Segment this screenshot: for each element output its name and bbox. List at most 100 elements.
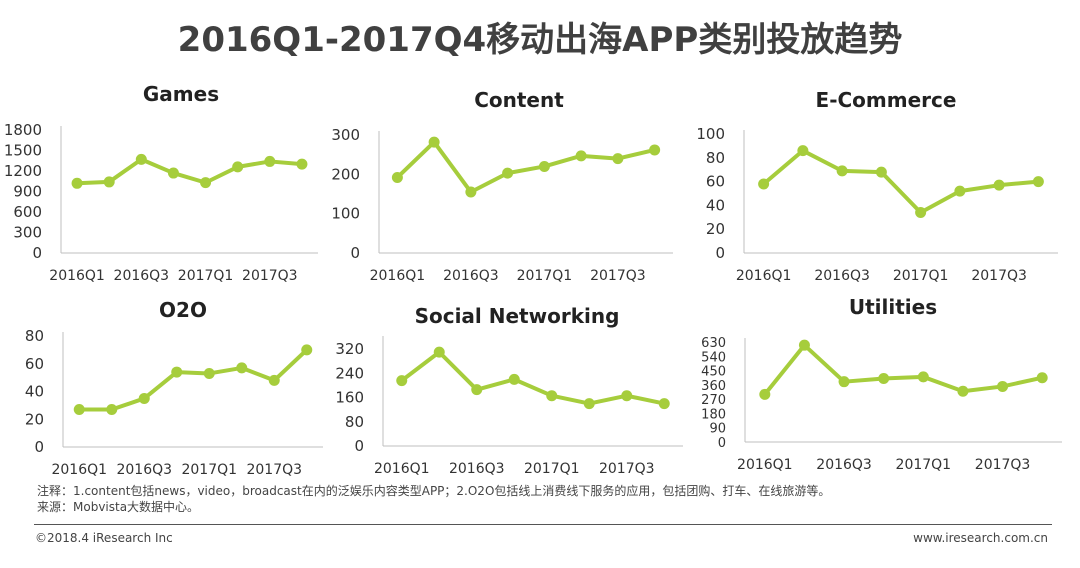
content-y-tick-label: 100 bbox=[331, 205, 360, 223]
website-text: www.iresearch.com.cn bbox=[913, 531, 1048, 545]
utilities-data-point bbox=[759, 388, 771, 400]
utilities-data-point bbox=[838, 376, 850, 388]
games-y-tick-label: 300 bbox=[13, 224, 42, 242]
utilities-y-tick-label: 90 bbox=[709, 422, 726, 437]
utilities-data-point bbox=[878, 373, 890, 385]
social-networking-chart: Social Networking 0 80 160 240 320 2016Q1 2016Q… bbox=[335, 304, 683, 477]
utilities-data-point bbox=[997, 380, 1009, 392]
content-data-point bbox=[502, 167, 514, 179]
utilities-x-tick-label: 2017Q3 bbox=[975, 457, 1031, 473]
e-commerce-data-point bbox=[993, 179, 1005, 191]
games-data-point bbox=[200, 177, 212, 189]
content-x-tick-label: 2017Q3 bbox=[590, 268, 646, 284]
social-networking-y-tick-label: 240 bbox=[335, 364, 364, 382]
o2o-data-point bbox=[106, 404, 118, 416]
social-networking-data-point bbox=[508, 373, 520, 385]
social-networking-data-point bbox=[471, 384, 483, 396]
o2o-data-point bbox=[236, 362, 248, 374]
games-x-tick-label: 2017Q3 bbox=[242, 268, 298, 284]
o2o-y-tick-label: 40 bbox=[25, 383, 44, 401]
copyright-text: ©2018.4 iResearch Inc bbox=[35, 531, 173, 545]
games-data-point bbox=[71, 177, 83, 189]
content-data-point bbox=[575, 150, 587, 162]
content-series-line bbox=[395, 140, 657, 195]
games-y-tick-label: 900 bbox=[13, 183, 42, 201]
utilities-data-point bbox=[917, 371, 929, 383]
o2o-data-point bbox=[203, 367, 215, 379]
e-commerce-data-point bbox=[915, 207, 927, 219]
e-commerce-data-point bbox=[758, 178, 770, 190]
e-commerce-data-point bbox=[1032, 176, 1044, 188]
social-networking-data-point bbox=[583, 398, 595, 410]
o2o-x-tick-label: 2016Q3 bbox=[116, 462, 172, 478]
o2o-y-tick-label: 0 bbox=[34, 438, 44, 456]
footer-divider bbox=[34, 524, 1052, 525]
content-data-point bbox=[428, 136, 440, 148]
o2o-data-point bbox=[268, 374, 280, 386]
social-networking-data-point bbox=[433, 346, 445, 358]
social-networking-x-tick-label: 2017Q3 bbox=[599, 461, 655, 477]
games-y-tick-label: 0 bbox=[32, 244, 42, 262]
social-networking-y-tick-label: 0 bbox=[354, 437, 364, 455]
games-y-tick-label: 1500 bbox=[4, 142, 42, 160]
e-commerce-y-tick-label: 20 bbox=[706, 220, 725, 238]
content-y-tick-label: 0 bbox=[350, 244, 360, 262]
content-x-tick-label: 2016Q1 bbox=[370, 268, 426, 284]
utilities-y-tick-label: 630 bbox=[701, 336, 726, 351]
utilities-data-point bbox=[798, 339, 810, 351]
o2o-data-point bbox=[138, 392, 150, 404]
o2o-x-tick-label: 2016Q1 bbox=[51, 462, 107, 478]
content-data-point bbox=[538, 160, 550, 172]
page-title: 2016Q1-2017Q4移动出海APP类别投放趋势 bbox=[177, 20, 903, 60]
content-title: Content bbox=[474, 88, 564, 112]
e-commerce-y-tick-label: 40 bbox=[706, 196, 725, 214]
games-chart: Games 0 300 600 900 1200 1500 1800 2016Q1 2016Q3 2… bbox=[4, 82, 318, 284]
utilities-title: Utilities bbox=[849, 295, 937, 319]
social-networking-data-point bbox=[621, 390, 633, 402]
e-commerce-y-tick-label: 60 bbox=[706, 173, 725, 191]
social-networking-data-point bbox=[546, 390, 558, 402]
content-data-point bbox=[649, 144, 661, 156]
source-text: 来源：Mobvista大数据中心。 bbox=[37, 500, 200, 514]
games-y-tick-label: 1800 bbox=[4, 121, 42, 139]
games-data-point bbox=[103, 176, 115, 188]
games-data-point bbox=[296, 158, 308, 170]
utilities-x-tick-label: 2016Q3 bbox=[816, 457, 872, 473]
o2o-series-line bbox=[77, 347, 309, 412]
content-data-point bbox=[465, 186, 477, 198]
social-networking-data-point bbox=[396, 375, 408, 387]
utilities-y-tick-label: 540 bbox=[701, 350, 726, 365]
e-commerce-y-tick-label: 100 bbox=[696, 125, 725, 143]
o2o-x-tick-label: 2017Q3 bbox=[246, 462, 302, 478]
utilities-x-tick-label: 2016Q1 bbox=[737, 457, 793, 473]
content-y-tick-label: 300 bbox=[331, 126, 360, 144]
o2o-data-point bbox=[171, 366, 183, 378]
social-networking-x-tick-label: 2016Q1 bbox=[374, 461, 430, 477]
social-networking-title: Social Networking bbox=[415, 304, 620, 328]
social-networking-y-tick-label: 160 bbox=[335, 389, 364, 407]
utilities-y-tick-label: 180 bbox=[701, 407, 726, 422]
o2o-title: O2O bbox=[159, 298, 207, 322]
e-commerce-chart: E-Commerce 0 20 40 60 80 100 2016Q1 2016Q3 2017Q1… bbox=[696, 88, 1058, 284]
e-commerce-x-tick-label: 2016Q1 bbox=[736, 268, 792, 284]
social-networking-y-tick-label: 80 bbox=[345, 413, 364, 431]
social-networking-x-tick-label: 2017Q1 bbox=[524, 461, 580, 477]
e-commerce-data-point bbox=[954, 185, 966, 197]
social-networking-y-tick-label: 320 bbox=[335, 340, 364, 358]
e-commerce-data-point bbox=[836, 165, 848, 177]
footnote-text: 注释：1.content包括news，video，broadcast在内的泛娱乐… bbox=[37, 484, 831, 498]
content-chart: Content 0 100 200 300 2016Q1 2016Q3 2017Q1 2017Q… bbox=[331, 88, 673, 284]
e-commerce-y-tick-label: 80 bbox=[706, 149, 725, 167]
content-data-point bbox=[391, 171, 403, 183]
e-commerce-series-line bbox=[761, 148, 1041, 215]
games-data-point bbox=[135, 153, 147, 165]
games-x-tick-label: 2016Q3 bbox=[114, 268, 170, 284]
o2o-x-tick-label: 2017Q1 bbox=[181, 462, 237, 478]
o2o-y-tick-label: 80 bbox=[25, 327, 44, 345]
utilities-x-tick-label: 2017Q1 bbox=[896, 457, 952, 473]
o2o-y-tick-label: 60 bbox=[25, 355, 44, 373]
games-y-tick-label: 1200 bbox=[4, 162, 42, 180]
e-commerce-data-point bbox=[797, 145, 809, 157]
